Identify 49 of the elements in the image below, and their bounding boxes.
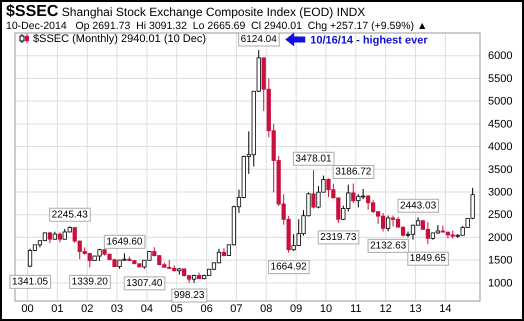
legend-label: $SSEC (Monthly) 2940.01 (10 Dec) xyxy=(33,33,206,45)
x-tick-label: 05 xyxy=(170,302,183,315)
y-tick-label: 5500 xyxy=(488,72,512,85)
annotation: 1341.05 xyxy=(12,276,49,288)
x-tick-label: 00 xyxy=(21,302,34,315)
annotation: 998.23 xyxy=(174,290,205,301)
annotation: 1664.92 xyxy=(270,262,308,273)
y-tick-label: 3000 xyxy=(488,186,512,199)
y-tick-label: 1000 xyxy=(488,277,512,290)
annotation: 1849.65 xyxy=(410,253,446,264)
annotation: 1307.40 xyxy=(126,278,163,289)
y-tick-label: 5000 xyxy=(488,96,512,108)
x-tick-label: 10 xyxy=(320,302,332,315)
candlestick xyxy=(351,183,356,204)
y-tick-label: 4500 xyxy=(488,118,512,130)
candlestick xyxy=(58,232,62,243)
x-tick-label: 07 xyxy=(230,302,243,315)
x-tick-label: 06 xyxy=(200,302,213,315)
x-tick-label: 02 xyxy=(81,302,94,315)
candlestick xyxy=(48,231,52,244)
x-tick-label: 13 xyxy=(409,302,422,315)
y-tick-label: 1500 xyxy=(488,254,512,267)
x-tick-label: 08 xyxy=(260,302,272,315)
annotation: 6124.04 xyxy=(240,34,278,45)
y-tick-label: 3500 xyxy=(488,164,512,176)
x-tick-label: 04 xyxy=(140,302,153,315)
annotation: 10/16/14 - highest ever xyxy=(310,34,428,46)
annotation: 2245.43 xyxy=(52,209,88,220)
y-tick-label: 2500 xyxy=(488,209,512,222)
x-tick-label: 14 xyxy=(439,302,452,315)
annotation: 2443.03 xyxy=(400,200,437,212)
x-tick-label: 03 xyxy=(110,302,124,315)
annotation: 2319.73 xyxy=(320,232,357,243)
y-tick-label: 4000 xyxy=(488,141,512,154)
y-tick-label: 6000 xyxy=(488,50,512,62)
annotation: 2132.63 xyxy=(370,240,407,252)
annotation: 1339.20 xyxy=(72,276,108,288)
x-tick-label: 12 xyxy=(380,302,392,315)
x-tick-label: 01 xyxy=(51,302,64,315)
annotation: 3186.72 xyxy=(335,166,372,178)
x-tick-label: 11 xyxy=(350,302,362,315)
candlestick xyxy=(311,170,316,209)
annotation: 1649.60 xyxy=(106,236,143,248)
annotation: 3478.01 xyxy=(295,153,332,164)
chart-subtitle: 10-Dec-2014 Op 2691.73 Hi 3091.32 Lo 2665.69 Cl 2940.01 Chg +257.17 (+9.59%) ▲ xyxy=(6,20,428,32)
y-tick-label: 2000 xyxy=(488,232,512,244)
x-tick-label: 09 xyxy=(290,302,302,315)
candlestick xyxy=(386,215,390,232)
chart-title: $SSEC Shanghai Stock Exchange Composite Index (EOD) INDX xyxy=(6,3,366,20)
